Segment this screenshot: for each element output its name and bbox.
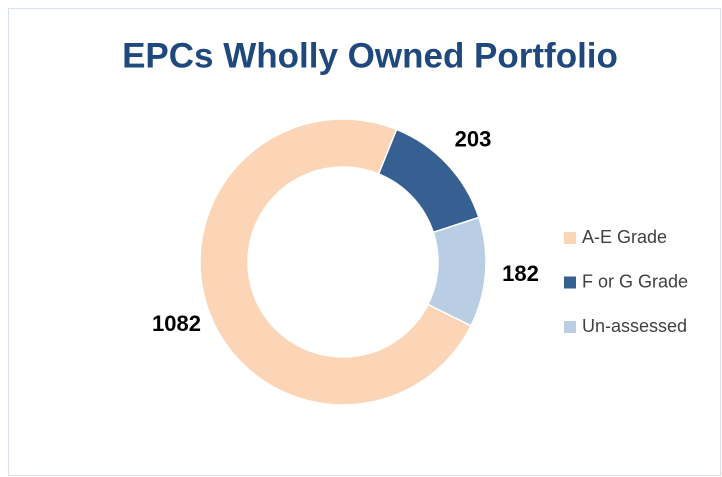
donut-slice — [427, 216, 487, 327]
legend-swatch — [564, 276, 576, 289]
chart-title: EPCs Wholly Owned Portfolio — [122, 36, 618, 75]
donut-slice — [199, 118, 472, 406]
legend-label: F or G Grade — [582, 271, 688, 291]
data-label: 203 — [455, 126, 492, 151]
legend-swatch — [564, 232, 576, 244]
legend-label: A-E Grade — [582, 227, 667, 247]
data-label: 182 — [502, 261, 539, 286]
data-label: 1082 — [152, 311, 201, 336]
legend-label: Un-assessed — [582, 316, 687, 336]
legend-swatch — [564, 321, 576, 333]
